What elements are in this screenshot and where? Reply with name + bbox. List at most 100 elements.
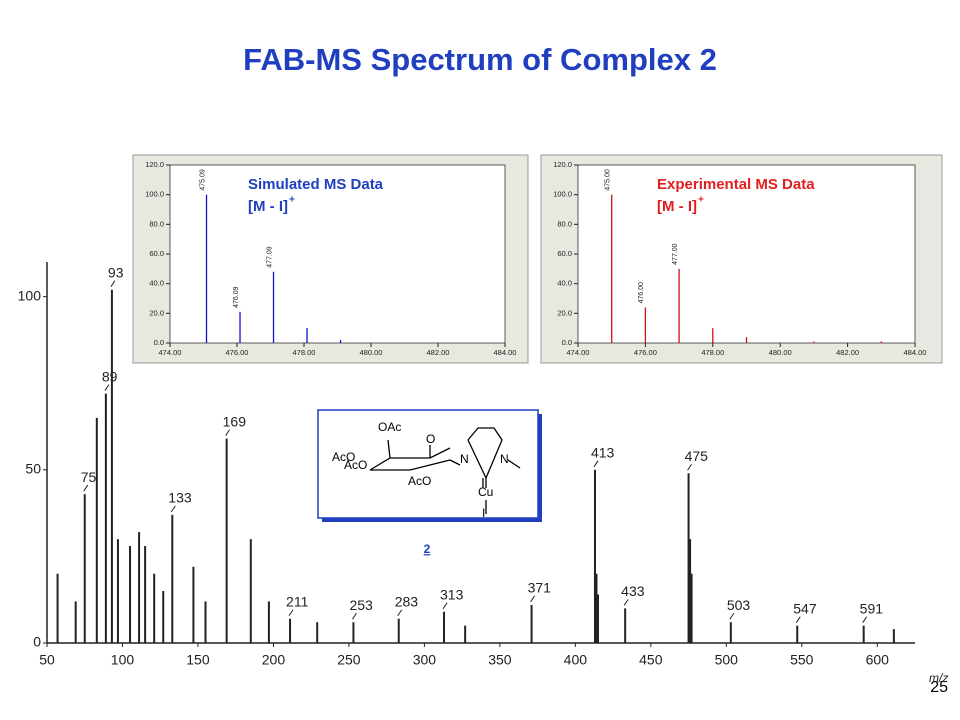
peak-label: 133	[168, 490, 192, 506]
box	[317, 409, 539, 519]
x-tick-label: 484.00	[494, 348, 517, 357]
x-tick-label: 200	[262, 652, 286, 668]
peak-label-tick	[110, 280, 116, 287]
peak-label: 475.09	[199, 169, 206, 191]
peak-label-tick	[442, 602, 448, 610]
x-tick-label: 478.00	[293, 348, 316, 357]
peak-label: 503	[727, 597, 751, 613]
atom-label: OAc	[378, 420, 401, 434]
peak-label-tick	[104, 384, 110, 391]
peak-label: 211	[286, 593, 309, 609]
peak-label: 476.09	[233, 286, 240, 308]
x-tick-label: 476.00	[634, 348, 657, 357]
slide-title: FAB-MS Spectrum of Complex 2	[243, 42, 717, 77]
peak-label: 371	[528, 580, 552, 596]
x-tick-label: 150	[186, 652, 210, 668]
peak-label: 547	[793, 600, 817, 616]
y-tick-label: 0.0	[562, 338, 572, 347]
peak-label: 93	[108, 264, 124, 280]
structure: OAc O AcO AcO AcO N N Cu I	[317, 409, 542, 522]
y-tick-label: 120.0	[145, 160, 164, 169]
main-spectrum: 0 50 100 50 100 150 200 250 300 350 400 450 500 550 60…	[18, 262, 948, 685]
peak-label-tick	[795, 616, 801, 623]
peak-label-tick	[288, 609, 294, 617]
inset-subtitle: [M - I]	[657, 198, 697, 215]
inset-subtitle-sup: +	[289, 195, 295, 206]
x-tick-label: 50	[39, 652, 55, 668]
x-tick-label: 474.00	[567, 348, 590, 357]
peak-label: 253	[349, 597, 373, 613]
y-tick-label: 0.0	[154, 338, 164, 347]
x-tick-label: 482.00	[427, 348, 450, 357]
x-tick-label: 484.00	[904, 348, 927, 357]
atom-label: O	[426, 432, 435, 446]
y-tick-label: 100	[18, 287, 42, 303]
peak-label: 476.00	[638, 282, 645, 304]
peak-label: 477.00	[672, 243, 679, 265]
x-tick-label: 480.00	[360, 348, 383, 357]
y-tick-label: 80.0	[557, 219, 572, 228]
x-tick-label: 482.00	[836, 348, 859, 357]
y-tick-label: 0	[33, 634, 41, 650]
atom-label: AcO	[408, 474, 431, 488]
peak-label-tick	[623, 599, 629, 606]
x-tick-label: 300	[413, 652, 437, 668]
x-tick-label: 400	[564, 652, 588, 668]
peak-label: 283	[395, 593, 419, 609]
atom-label: N	[460, 452, 469, 466]
x-tick-label: 478.00	[701, 348, 724, 357]
atom-label: Cu	[478, 485, 493, 499]
x-tick-label: 250	[337, 652, 361, 668]
x-axis-label: m/z	[929, 671, 948, 685]
peak-label: 475	[685, 448, 709, 464]
peak-label: 433	[621, 583, 645, 599]
inset-title: Simulated MS Data	[248, 176, 384, 193]
methyl	[507, 459, 521, 469]
peak-label-tick	[862, 616, 868, 623]
y-tick-label: 100.0	[553, 190, 572, 199]
peak-label-tick	[397, 609, 403, 617]
y-tick-label: 60.0	[149, 249, 164, 258]
peak-label: 75	[81, 469, 97, 485]
peak-label-tick	[530, 595, 535, 603]
peak-label: 169	[223, 413, 247, 429]
peak-label-tick	[687, 464, 692, 471]
x-tick-label: 600	[866, 652, 890, 668]
peak-label: 475.00	[605, 169, 612, 191]
peak-label-tick	[729, 612, 735, 620]
experimental-inset: 0.0 20.0 40.0 60.0 80.0 100.0 120.0 474.00 476.0…	[540, 154, 943, 364]
atom-label: AcO	[332, 450, 355, 464]
y-tick-label: 40.0	[557, 279, 572, 288]
y-tick-label: 120.0	[553, 160, 572, 169]
x-tick-label: 500	[715, 652, 739, 668]
plot-area	[169, 164, 506, 344]
x-tick-label: 476.00	[226, 348, 249, 357]
y-tick-label: 60.0	[557, 249, 572, 258]
peak-label: 477.09	[266, 246, 273, 268]
peak-label-tick	[225, 429, 231, 436]
ring	[369, 439, 461, 471]
peak-label: 89	[102, 368, 118, 384]
x-tick-label: 550	[790, 652, 814, 668]
y-tick-label: 20.0	[557, 308, 572, 317]
peak-label: 591	[860, 600, 884, 616]
imidazole	[467, 427, 503, 488]
inset-subtitle-sup: +	[698, 195, 704, 206]
y-tick-label: 20.0	[149, 308, 164, 317]
x-tick-label: 100	[111, 652, 135, 668]
peak-label: 313	[440, 587, 464, 603]
x-tick-label: 480.00	[769, 348, 792, 357]
y-tick-label: 80.0	[149, 219, 164, 228]
x-tick-label: 474.00	[159, 348, 182, 357]
atom-label: AcO	[344, 458, 367, 472]
atom-label: N	[500, 452, 509, 466]
peak-label-tick	[593, 460, 599, 468]
y-tick-label: 40.0	[149, 279, 164, 288]
x-tick-label: 450	[639, 652, 663, 668]
atom-label: I	[482, 506, 485, 520]
inset-title: Experimental MS Data	[657, 176, 815, 193]
peak-label-tick	[83, 484, 89, 492]
plot-area	[577, 164, 916, 344]
